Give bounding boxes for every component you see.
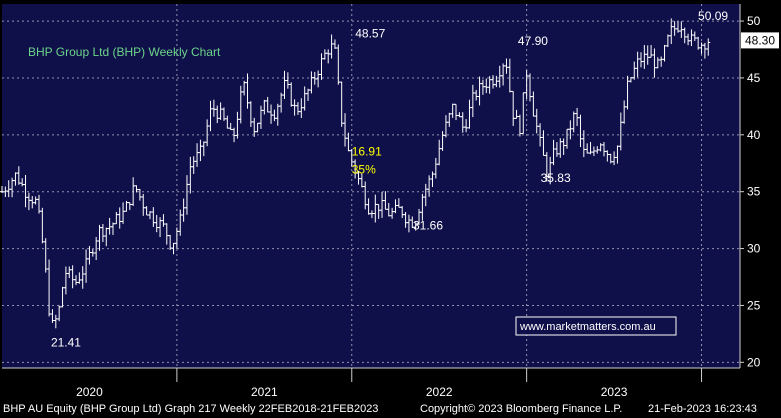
price-annotation: 35.83	[541, 171, 571, 185]
y-tick-label: 20	[747, 355, 761, 369]
last-price-box	[741, 32, 779, 49]
watermark-box	[515, 316, 677, 336]
y-tick-label: 35	[747, 185, 761, 199]
plot-area	[2, 4, 740, 368]
price-annotation: 31.66	[413, 219, 443, 233]
watermark-text: www.marketmatters.com.au	[519, 321, 656, 333]
footer-timestamp: 21-Feb-2023 16:23:43	[648, 403, 757, 415]
y-tick-label: 40	[747, 128, 761, 142]
y-tick-label: 30	[747, 242, 761, 256]
x-tick-label: 2022	[426, 385, 453, 399]
price-annotation: 35%	[352, 162, 376, 176]
x-tick-label: 2021	[251, 385, 278, 399]
x-tick-label: 2023	[601, 385, 628, 399]
y-tick-label: 25	[747, 298, 761, 312]
chart-title: BHP Group Ltd (BHP) Weekly Chart	[28, 45, 221, 59]
price-annotation: 47.90	[518, 34, 548, 48]
x-tick-label: 2020	[76, 385, 103, 399]
price-annotation: 50.09	[698, 9, 728, 23]
last-price-label: 48.30	[745, 33, 775, 47]
price-annotation: 16.91	[352, 144, 382, 158]
price-annotation: 21.41	[51, 335, 81, 349]
price-annotation: 48.57	[355, 26, 385, 40]
footer-copyright: Copyright© 2023 Bloomberg Finance L.P.	[420, 403, 623, 415]
y-axis-area	[740, 4, 781, 368]
x-axis-area	[0, 368, 781, 402]
y-tick-label: 50	[747, 14, 761, 28]
y-tick-label: 45	[747, 71, 761, 85]
footer-security-info: BHP AU Equity (BHP Group Ltd) Graph 217 …	[3, 403, 379, 415]
